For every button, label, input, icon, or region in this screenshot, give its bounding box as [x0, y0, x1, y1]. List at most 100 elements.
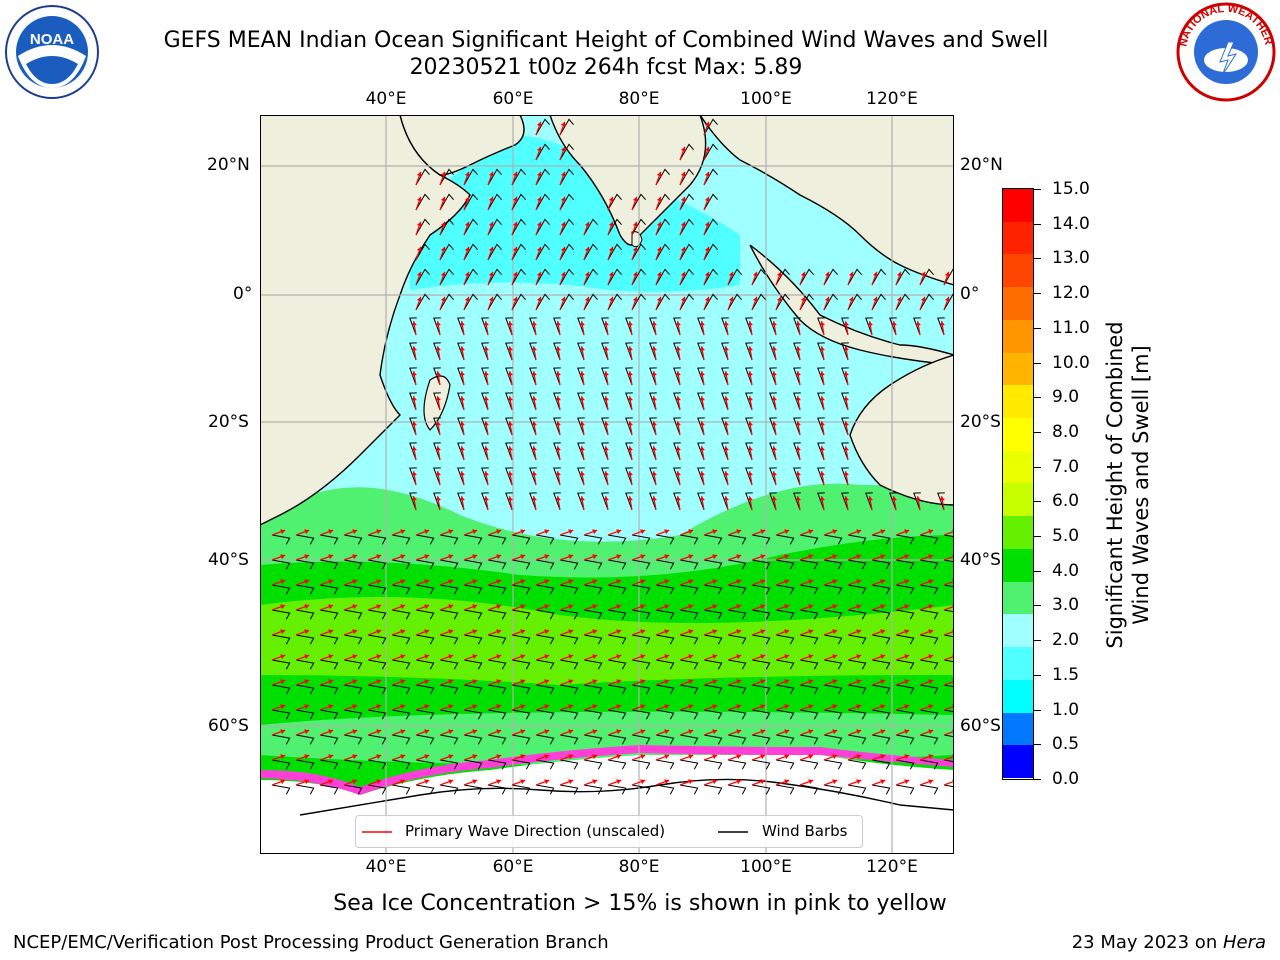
- wave-arrow-head-icon: [712, 554, 718, 560]
- wave-arrow-head-icon: [579, 496, 585, 501]
- wave-arrow-head-icon: [536, 146, 542, 152]
- wind-barb: [511, 168, 526, 186]
- wind-barb: [577, 367, 585, 386]
- wave-arrow-head-icon: [680, 246, 686, 252]
- wind-barb: [391, 659, 411, 670]
- wind-barb: [895, 559, 915, 570]
- wind-barb: [673, 442, 681, 461]
- wind-barb: [559, 634, 579, 645]
- wind-barb: [727, 659, 747, 670]
- wind-barb: [823, 784, 843, 795]
- wave-arrow-head-icon: [627, 346, 633, 351]
- wind-barb: [655, 193, 670, 211]
- wind-barb: [415, 584, 435, 595]
- wind-barb: [841, 467, 849, 486]
- wave-arrow-head-icon: [448, 754, 454, 760]
- wind-barb: [655, 268, 670, 286]
- wave-arrow-head-icon: [435, 496, 441, 501]
- wind-barb: [295, 759, 315, 770]
- wave-arrow-head-icon: [328, 679, 334, 685]
- wave-arrow-head-icon: [723, 471, 729, 476]
- wind-barb: [433, 392, 441, 411]
- wind-barb: [631, 659, 651, 670]
- wind-barb: [583, 634, 603, 645]
- wind-barb: [769, 442, 777, 461]
- wave-arrow-head-icon: [795, 346, 801, 351]
- lon-label-top-40e: 40°E: [365, 89, 407, 109]
- wind-and-wave-vectors: [271, 118, 954, 795]
- wind-barb: [775, 268, 790, 286]
- wave-arrow-head-icon: [507, 471, 513, 476]
- wind-barb: [319, 759, 339, 770]
- wind-barb: [847, 734, 867, 745]
- wave-arrow-head-icon: [915, 496, 921, 501]
- wave-arrow-head-icon: [808, 704, 814, 710]
- wind-barb: [607, 559, 627, 570]
- wave-arrow-head-icon: [560, 121, 566, 127]
- wave-height-map: [260, 115, 954, 854]
- wind-barb: [487, 759, 507, 770]
- wind-barb: [607, 609, 627, 620]
- wave-arrow-head-icon: [416, 271, 422, 277]
- wave-arrow-head-icon: [507, 396, 513, 401]
- wind-barb: [319, 634, 339, 645]
- wind-barb: [697, 492, 705, 511]
- colorbar-segment: [1003, 679, 1033, 713]
- wind-barb: [823, 584, 843, 595]
- wave-arrow-head-icon: [536, 296, 542, 302]
- wind-barb: [583, 243, 598, 261]
- wind-barb: [655, 584, 675, 595]
- wave-arrow-head-icon: [531, 396, 537, 401]
- wave-arrow-head-icon: [784, 529, 790, 535]
- wind-barb: [505, 367, 513, 386]
- wave-arrow-head-icon: [784, 754, 790, 760]
- wind-barb: [487, 659, 507, 670]
- wave-arrow-head-icon: [579, 371, 585, 376]
- wave-arrow-head-icon: [592, 779, 598, 785]
- wave-arrow-head-icon: [496, 754, 502, 760]
- wave-arrow-head-icon: [507, 421, 513, 426]
- wave-arrow-head-icon: [560, 296, 566, 302]
- wind-barb: [751, 759, 771, 770]
- wind-barb: [487, 584, 507, 595]
- wave-arrow-head-icon: [400, 704, 406, 710]
- wind-barb: [625, 442, 633, 461]
- wind-barb: [535, 143, 550, 161]
- wind-barb: [703, 609, 723, 620]
- wave-arrow-head-icon: [280, 729, 286, 735]
- wave-arrow-head-icon: [616, 704, 622, 710]
- wave-arrow-head-icon: [832, 654, 838, 660]
- wave-arrow-head-icon: [795, 396, 801, 401]
- wind-barb: [889, 492, 897, 511]
- wave-arrow-head-icon: [555, 421, 561, 426]
- wave-arrow-head-icon: [488, 246, 494, 252]
- wave-arrow-head-icon: [448, 729, 454, 735]
- wave-arrow-head-icon: [536, 171, 542, 177]
- wave-arrow-head-icon: [856, 529, 862, 535]
- wind-barb: [703, 734, 723, 745]
- wind-barb: [601, 392, 609, 411]
- wave-arrow-head-icon: [632, 271, 638, 277]
- wind-barb: [319, 559, 339, 570]
- wave-arrow-head-icon: [520, 629, 526, 635]
- wave-arrow-head-icon: [496, 629, 502, 635]
- wind-barb: [673, 417, 681, 436]
- wind-barb: [601, 442, 609, 461]
- wave-arrow-head-icon: [520, 579, 526, 585]
- wind-barb: [799, 534, 819, 545]
- wind-barb: [697, 342, 705, 361]
- wind-barb: [511, 759, 531, 770]
- wave-arrow-head-icon: [832, 579, 838, 585]
- wave-arrow-head-icon: [736, 679, 742, 685]
- wind-barb: [559, 784, 579, 795]
- southeast-asia-landmass: [699, 115, 954, 286]
- wind-barb: [871, 293, 886, 311]
- wave-arrow-head-icon: [651, 396, 657, 401]
- wave-arrow-head-icon: [512, 296, 518, 302]
- wave-arrow-head-icon: [808, 554, 814, 560]
- wind-barb: [817, 467, 825, 486]
- wave-arrow-head-icon: [400, 754, 406, 760]
- wind-barb: [655, 784, 675, 795]
- wind-barb: [487, 709, 507, 720]
- wind-barb: [817, 317, 825, 336]
